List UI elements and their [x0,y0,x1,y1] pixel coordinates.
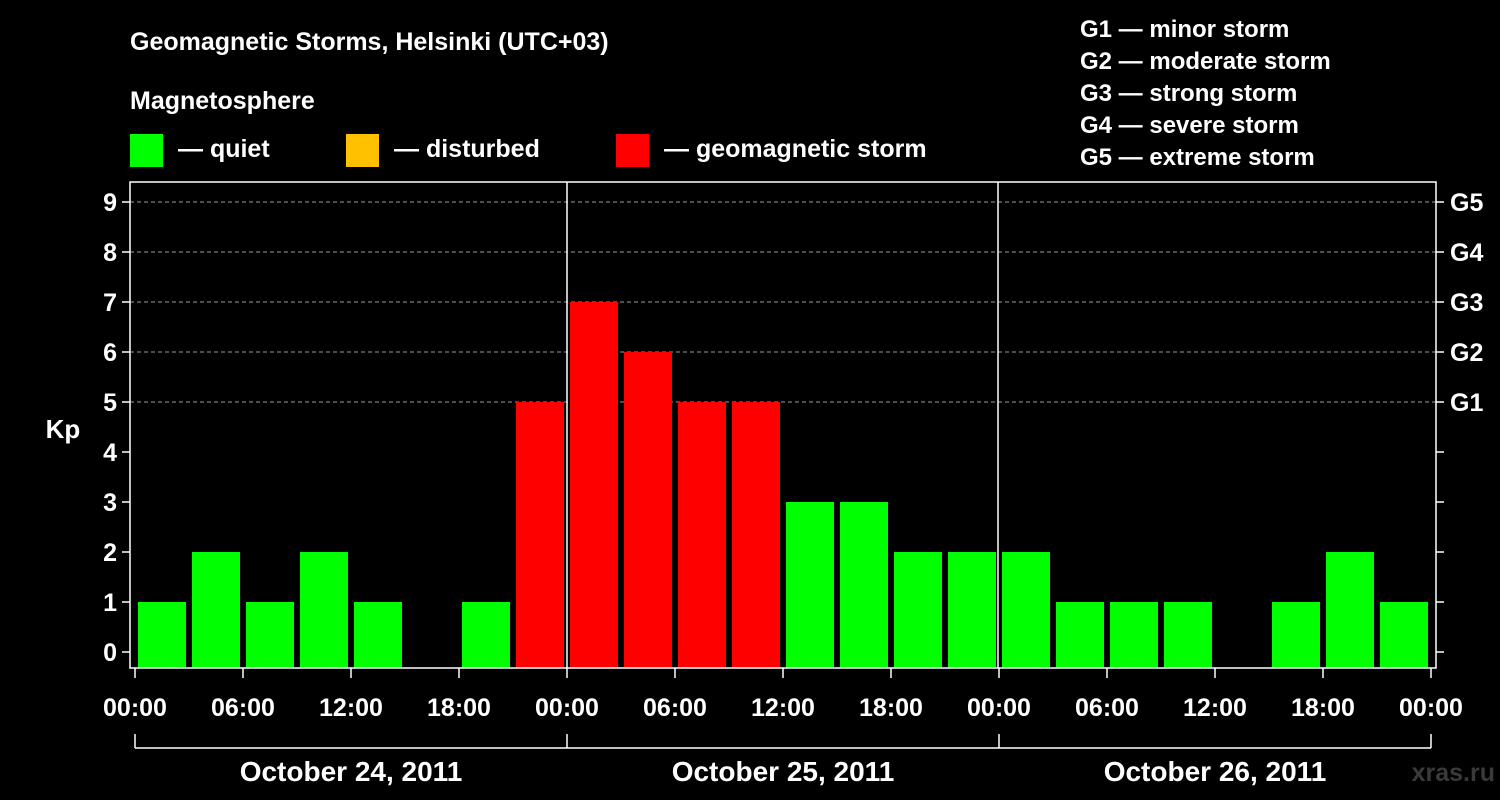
right-tick-label: G5 [1450,189,1483,217]
kp-bar [624,352,672,668]
kp-bar [354,602,402,668]
scale-g3: G3 — strong storm [1080,80,1297,107]
x-tick-label: 06:00 [643,694,707,722]
legend-label-disturbed: — disturbed [394,135,540,163]
legend-heading: Magnetosphere [130,87,315,115]
x-tick-label: 18:00 [859,694,923,722]
kp-bar [1164,602,1212,668]
x-tick-label: 18:00 [427,694,491,722]
y-tick-label: 8 [103,239,117,267]
x-tick-label: 00:00 [535,694,599,722]
grid-lines [130,201,1436,403]
kp-bar [570,302,618,668]
kp-bar [462,602,510,668]
x-tick-label: 12:00 [319,694,383,722]
y-tick-label: 2 [103,539,117,567]
kp-bar [192,552,240,668]
kp-bar [1002,552,1050,668]
day-label: October 26, 2011 [1104,756,1327,787]
scale-g4: G4 — severe storm [1080,112,1299,139]
kp-bar [1056,602,1104,668]
bars [138,302,1428,668]
y-tick-label: 6 [103,339,117,367]
right-tick-label: G4 [1450,239,1483,267]
y-tick-label: 5 [103,389,117,417]
legend-label-storm: — geomagnetic storm [664,135,927,163]
right-tick-label: G1 [1450,389,1483,417]
kp-bar [678,402,726,668]
scale-g1: G1 — minor storm [1080,16,1289,43]
right-tick-label: G2 [1450,339,1483,367]
kp-bar [516,402,564,668]
chart-title: Geomagnetic Storms, Helsinki (UTC+03) [130,28,609,56]
y-tick-label: 3 [103,489,117,517]
x-tick-label: 18:00 [1291,694,1355,722]
kp-bar [300,552,348,668]
kp-bar [948,552,996,668]
kp-bar [840,502,888,668]
legend-swatch-disturbed [346,134,379,167]
y-tick-label: 1 [103,589,117,617]
kp-bar [1326,552,1374,668]
right-tick-label: G3 [1450,289,1483,317]
kp-bar [732,402,780,668]
legend-swatch-quiet [130,134,163,167]
x-axis: 00:00 06:00 12:00 18:00 00:00 06:00 12:00 18:00… [103,668,1463,722]
kp-bar [246,602,294,668]
x-tick-label: 12:00 [751,694,815,722]
day-label: October 24, 2011 [240,756,463,787]
kp-bar [1110,602,1158,668]
x-tick-label: 06:00 [211,694,275,722]
y-tick-label: 7 [103,289,117,317]
right-axis: G1 G2 G3 G4 G5 [1436,189,1483,653]
kp-bar [138,602,186,668]
date-axis: October 24, 2011 October 25, 2011 October … [134,734,1432,787]
kp-bar [894,552,942,668]
y-axis: 0 1 2 3 4 5 6 7 8 9 [103,189,130,667]
legend-swatch-storm [616,134,649,167]
x-tick-label: 00:00 [1399,694,1463,722]
y-axis-label: Kp [46,414,81,444]
x-tick-label: 00:00 [967,694,1031,722]
x-tick-label: 12:00 [1183,694,1247,722]
x-tick-label: 06:00 [1075,694,1139,722]
kp-bar [1272,602,1320,668]
x-tick-label: 00:00 [103,694,167,722]
y-tick-label: 0 [103,639,117,667]
scale-g5: G5 — extreme storm [1080,144,1315,171]
watermark: xras.ru [1412,759,1495,787]
kp-bar [1380,602,1428,668]
y-tick-label: 9 [103,189,117,217]
legend-label-quiet: — quiet [178,135,270,163]
y-tick-label: 4 [103,439,117,467]
day-label: October 25, 2011 [672,756,895,787]
kp-bar [786,502,834,668]
scale-g2: G2 — moderate storm [1080,48,1331,75]
